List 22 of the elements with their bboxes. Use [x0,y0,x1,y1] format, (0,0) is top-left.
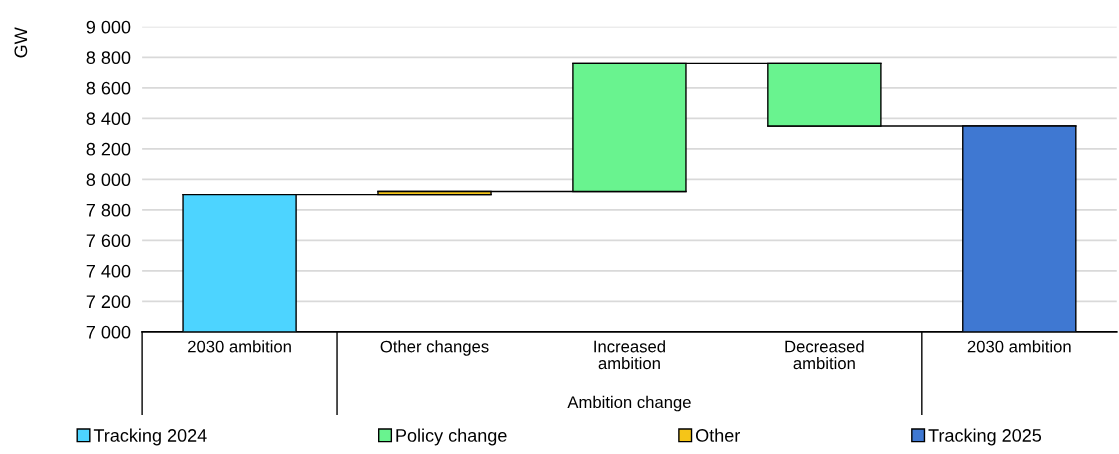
x-tick-label: 2030 ambition [967,340,1071,353]
y-tick-label: 8 800 [86,51,131,65]
y-tick-label: 7 000 [86,325,131,339]
y-axis-title: GW [14,27,28,58]
legend-label: Policy change [396,428,507,446]
y-tick-label: 8 200 [86,142,131,156]
x-tick-label: Increased ambition [594,340,665,370]
x-tick-label: Other changes [380,340,489,356]
legend-label: Other [696,428,740,442]
y-tick-label: 7 600 [86,234,131,248]
text: Ambition change [567,395,691,412]
legend-label: Tracking 2025 [928,428,1042,446]
x-tick-label: Decreased ambition [785,340,864,370]
y-tick-label: 8 000 [86,173,131,187]
y-tick-label: 7 400 [86,264,131,278]
y-tick-label: 7 800 [86,203,131,217]
y-tick-label: 7 200 [86,295,131,309]
y-tick-label: 8 600 [86,81,131,95]
y-tick-label: 8 400 [86,112,131,126]
legend-label: Tracking 2024 [93,428,207,446]
y-tick-label: 9 000 [86,20,131,34]
x-tick-label: 2030 ambition [188,340,291,353]
